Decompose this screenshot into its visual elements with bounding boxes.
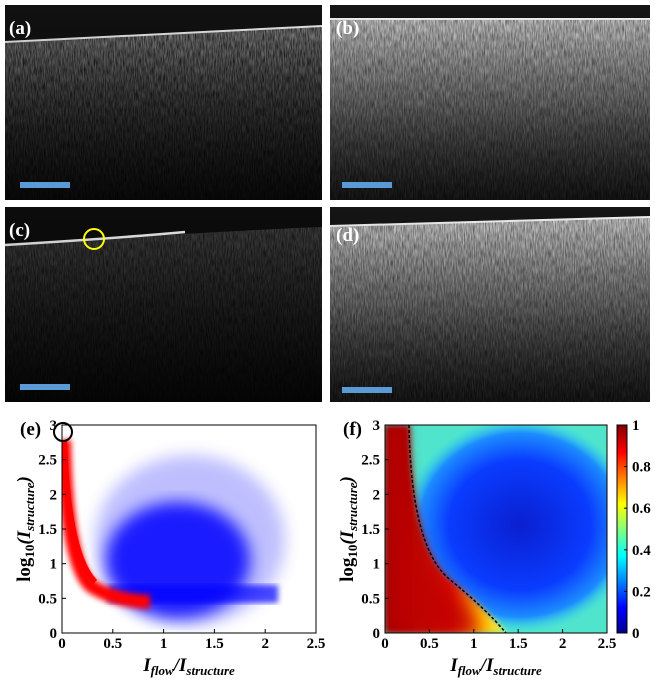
colorbar-tick-label: 1 <box>632 418 640 434</box>
x-tick-label: 2 <box>261 636 269 652</box>
y-tick-label: 3 <box>50 418 58 434</box>
y-tick-label: 1 <box>50 557 58 573</box>
label-text: ) <box>14 476 35 484</box>
label-subscript: structure <box>185 663 235 678</box>
heatmap <box>385 425 607 633</box>
x-axis-label: Iflow/Istructure <box>449 655 542 678</box>
label-subscript: structure <box>492 663 542 678</box>
y-tick-label: 0.5 <box>361 591 380 607</box>
label-subscript: structure <box>345 482 360 532</box>
x-tick-label: 0.5 <box>420 636 439 652</box>
colorbar-tick-label: 0.6 <box>632 501 651 517</box>
x-tick-label: 1 <box>160 636 168 652</box>
panel-label: (e) <box>20 419 41 440</box>
x-tick-label: 0.5 <box>103 636 122 652</box>
oct-image-d: (d) <box>329 207 651 402</box>
y-axis-label: log10(Istructure) <box>14 476 37 582</box>
x-tick-label: 2.5 <box>307 636 326 652</box>
x-tick-label: 1.5 <box>509 636 528 652</box>
highlight-circle <box>53 422 73 442</box>
y-tick-label: 0.5 <box>38 591 57 607</box>
y-tick-label: 1.5 <box>361 522 380 538</box>
x-axis-label: Iflow/Istructure <box>142 655 235 678</box>
colorbar-tick-label: 0.8 <box>632 460 651 476</box>
label-text: (I <box>337 530 358 544</box>
colorbar-tick-label: 0.2 <box>632 584 651 600</box>
colorbar-tick-label: 0 <box>632 626 640 642</box>
label-text: /I <box>172 655 187 676</box>
x-tick-label: 2.5 <box>598 636 617 652</box>
y-tick-label: 2 <box>373 487 381 503</box>
x-tick-label: 1.5 <box>205 636 224 652</box>
x-tick-label: 0 <box>381 636 389 652</box>
y-tick-label: 2.5 <box>361 453 380 469</box>
oct-image-b: (b) <box>330 5 650 200</box>
panel-label: (f) <box>343 419 362 440</box>
label-text: log <box>337 557 358 582</box>
label-subscript: flow <box>458 663 481 678</box>
y-tick-label: 0 <box>373 626 381 642</box>
label-text: I <box>142 655 151 676</box>
oct-image-a: (a) <box>4 5 323 200</box>
x-tick-label: 0 <box>58 636 66 652</box>
plot-layer: 0 0.5 1 1.5 2 2.500.511.522.53(e)Iflow/Istruc… <box>14 418 651 678</box>
y-tick-label: 3 <box>373 418 381 434</box>
y-axis-label: log10(Istructure) <box>337 476 360 582</box>
panel-label: (a) <box>9 18 31 39</box>
label-subscript: flow <box>151 663 174 678</box>
label-text: /I <box>479 655 494 676</box>
colorbar-tick-label: 0.4 <box>632 543 651 559</box>
panel-label: (d) <box>336 225 359 246</box>
y-tick-label: 2 <box>50 487 58 503</box>
panel-label: (c) <box>9 220 30 241</box>
label-subscript: 10 <box>345 545 360 558</box>
oct-image-c: (c) <box>4 207 322 402</box>
x-tick-label: 1 <box>470 636 478 652</box>
y-tick-label: 0 <box>50 626 58 642</box>
y-tick-label: 2.5 <box>38 453 57 469</box>
scatter-clouds <box>62 439 285 625</box>
label-subscript: 10 <box>22 545 37 558</box>
label-text: log <box>14 557 35 582</box>
label-text: ) <box>337 476 358 484</box>
label-subscript: structure <box>22 482 37 532</box>
panel-label: (b) <box>336 18 359 39</box>
colorbar <box>616 424 628 634</box>
y-tick-label: 1 <box>373 557 381 573</box>
y-tick-label: 1.5 <box>38 522 57 538</box>
label-text: I <box>449 655 458 676</box>
x-tick-label: 2 <box>559 636 567 652</box>
label-text: (I <box>14 530 35 544</box>
